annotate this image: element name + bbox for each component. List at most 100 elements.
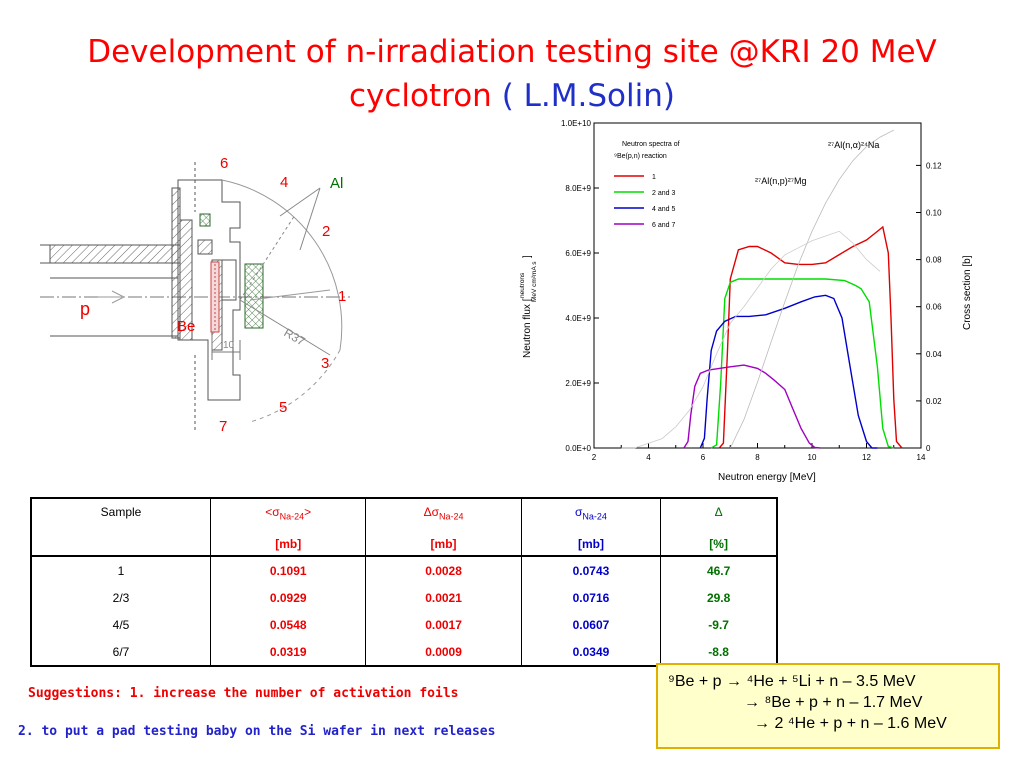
al-foil-stack bbox=[244, 263, 264, 329]
y-right-tick-label: 0.12 bbox=[926, 161, 942, 170]
table-row: 1 0.1091 0.0028 0.0743 46.7 bbox=[30, 556, 778, 584]
label-dim: 10 bbox=[223, 340, 235, 351]
label-5: 5 bbox=[279, 399, 287, 416]
plot-frame bbox=[593, 122, 922, 449]
unit-sample bbox=[30, 533, 212, 557]
cell-sigma: 0.0607 bbox=[520, 611, 662, 638]
cell-sigma-avg: 0.0319 bbox=[210, 638, 367, 666]
unit-sigma-avg: [mb] bbox=[210, 533, 367, 557]
legend-entry-label: 6 and 7 bbox=[652, 222, 675, 229]
header-dsigma-sym: Δσ bbox=[423, 505, 439, 519]
x-tick-label: 14 bbox=[917, 453, 926, 462]
table-row: 6/7 0.0319 0.0009 0.0349 -8.8 bbox=[30, 638, 778, 666]
series-line-4-and-5 bbox=[699, 294, 878, 449]
y-right-tick-label: 0.04 bbox=[926, 350, 942, 359]
cell-delta: -8.8 bbox=[660, 638, 778, 666]
legend: Neutron spectra of ⁹Be(p,n) reaction 1 2 … bbox=[614, 141, 680, 229]
suggestion-line-2: 2. to put a pad testing baby on the Si w… bbox=[18, 724, 496, 739]
label-r37: R37 bbox=[282, 325, 308, 348]
x-tick-label: 4 bbox=[646, 453, 651, 462]
cell-delta: -9.7 bbox=[660, 611, 778, 638]
cross-section-curve-4 bbox=[729, 129, 894, 449]
table-row: 2/3 0.0929 0.0021 0.0716 29.8 bbox=[30, 584, 778, 611]
cell-delta-sigma: 0.0021 bbox=[365, 584, 522, 611]
be-target bbox=[210, 261, 220, 333]
x-tick-label: 10 bbox=[808, 453, 817, 462]
y-left-tick-label: 6.0E+9 bbox=[565, 249, 591, 258]
target-holder bbox=[171, 162, 241, 430]
legend-title-2: ⁹Be(p,n) reaction bbox=[614, 153, 667, 160]
y-right-tick-label: 0.08 bbox=[926, 256, 942, 265]
header-sigma-sym: σ bbox=[575, 505, 583, 519]
table-header-row: Sample <σNa-24> ΔσNa-24 σNa-24 Δ bbox=[30, 498, 778, 533]
label-al: Al bbox=[330, 175, 343, 192]
y-right-tick-label: 0.10 bbox=[926, 208, 942, 217]
label-3: 3 bbox=[321, 355, 329, 372]
header-delta: Δ bbox=[660, 498, 778, 533]
header-sigma-avg-sub: Na-24 bbox=[279, 511, 305, 522]
cell-sigma: 0.0743 bbox=[520, 556, 662, 584]
series-layer bbox=[621, 129, 903, 449]
annotation-al-mg: ²⁷Al(n,p)²⁷Mg bbox=[755, 176, 807, 186]
unit-delta-sigma: [mb] bbox=[365, 533, 522, 557]
label-2: 2 bbox=[322, 223, 330, 240]
header-sigma-avg-post: > bbox=[304, 505, 312, 519]
label-be: Be bbox=[177, 318, 195, 335]
cell-delta-sigma: 0.0009 bbox=[365, 638, 522, 666]
cell-sigma-avg: 0.0929 bbox=[210, 584, 367, 611]
series-line-1 bbox=[718, 225, 903, 449]
label-4: 4 bbox=[280, 174, 288, 191]
y-axis-left-label: Neutron flux [ neutrons MeV cm²mA s ] bbox=[519, 255, 538, 358]
y-axis-right-label: Cross section [b] bbox=[962, 255, 973, 330]
header-sample: Sample bbox=[30, 498, 212, 533]
header-sigma: σNa-24 bbox=[520, 498, 662, 533]
label-p: p bbox=[80, 299, 90, 319]
cell-sample: 6/7 bbox=[30, 638, 212, 666]
neutron-spectra-chart: 2 4 6 8 10 12 140.0E+02.0E+94.0E+96.0E+98.0E+9… bbox=[519, 119, 973, 483]
y-left-tick-label: 0.0E+0 bbox=[565, 444, 591, 453]
header-sigma-avg-pre: < bbox=[265, 505, 273, 519]
series-line-2-and-3 bbox=[710, 278, 894, 449]
axes: 2 4 6 8 10 12 140.0E+02.0E+94.0E+96.0E+98.0E+9… bbox=[561, 119, 942, 462]
annotation-al-na: ²⁷Al(n,α)²⁴Na bbox=[828, 140, 879, 150]
label-6: 6 bbox=[220, 155, 228, 172]
unit-sigma: [mb] bbox=[520, 533, 662, 557]
x-axis-label: Neutron energy [MeV] bbox=[718, 472, 816, 483]
cell-delta: 46.7 bbox=[660, 556, 778, 584]
cross-section-curve-5 bbox=[621, 230, 881, 449]
y-left-tick-label: 8.0E+9 bbox=[565, 184, 591, 193]
header-dsigma-sub: Na-24 bbox=[438, 511, 464, 522]
cell-sample: 2/3 bbox=[30, 584, 212, 611]
arc-r37 bbox=[211, 179, 343, 423]
y-left-tick-label: 4.0E+9 bbox=[565, 314, 591, 323]
y-left-main: Neutron flux [ bbox=[522, 298, 533, 358]
x-tick-label: 2 bbox=[592, 453, 597, 462]
y-left-num: neutrons bbox=[519, 272, 526, 298]
x-tick-label: 6 bbox=[701, 453, 706, 462]
table-row: 4/5 0.0548 0.0017 0.0607 -9.7 bbox=[30, 611, 778, 638]
cell-delta-sigma: 0.0017 bbox=[365, 611, 522, 638]
reaction-box: ⁹Be + p → ⁴He + ⁵Li + n – 3.5 MeV → ⁸Be … bbox=[656, 663, 1000, 749]
cell-sample: 4/5 bbox=[30, 611, 212, 638]
label-7: 7 bbox=[219, 418, 227, 435]
title-line-2: cyclotron ( L.M.Solin) bbox=[0, 74, 1024, 118]
legend-entry-label: 1 bbox=[652, 174, 656, 181]
y-right-tick-label: 0 bbox=[926, 444, 931, 453]
legend-entry-label: 4 and 5 bbox=[652, 206, 675, 213]
cell-delta-sigma: 0.0028 bbox=[365, 556, 522, 584]
header-delta-sigma: ΔσNa-24 bbox=[365, 498, 522, 533]
beam-pipe bbox=[40, 244, 350, 337]
setup-diagram: 6 4 Al 2 1 p Be R37 10 3 5 7 bbox=[40, 155, 350, 435]
x-tick-label: 8 bbox=[755, 453, 760, 462]
legend-title-1: Neutron spectra of bbox=[622, 141, 680, 148]
legend-entry-label: 2 and 3 bbox=[652, 190, 675, 197]
title-line-1: Development of n-irradiation testing sit… bbox=[87, 34, 937, 70]
cell-sigma: 0.0716 bbox=[520, 584, 662, 611]
y-left-tick-label: 1.0E+10 bbox=[561, 119, 592, 128]
unit-delta: [%] bbox=[660, 533, 778, 557]
title-cyclotron: cyclotron bbox=[348, 78, 492, 114]
reaction-line-2: → ⁸Be + p + n – 1.7 MeV bbox=[744, 694, 923, 711]
cell-sigma-avg: 0.1091 bbox=[210, 556, 367, 584]
reaction-line-1: ⁹Be + p → ⁴He + ⁵Li + n – 3.5 MeV bbox=[668, 673, 916, 690]
series-line-6-and-7 bbox=[683, 364, 821, 449]
